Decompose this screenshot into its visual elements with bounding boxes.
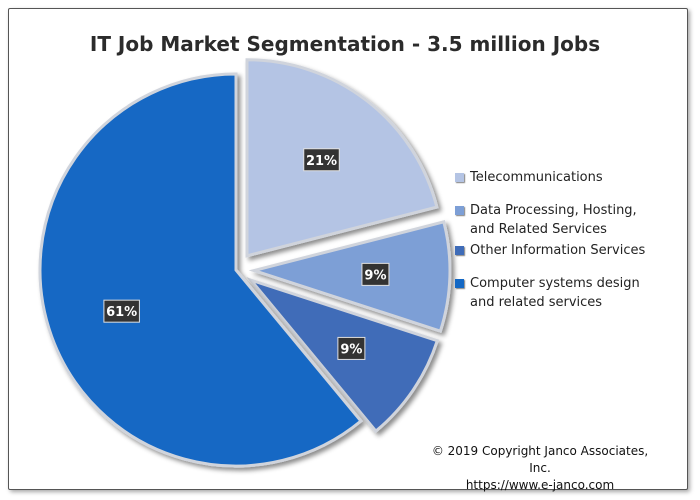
pie-slice-telecommunications [245,58,439,258]
legend: Telecommunications Data Processing, Host… [455,168,687,312]
legend-swatch-other-information [455,246,464,255]
legend-swatch-data-processing [455,206,464,215]
data-label-telecommunications: 21% [306,154,337,169]
legend-swatch-computer-systems [455,279,464,288]
data-label-box-telecommunications [303,148,340,172]
legend-swatch-telecommunications [455,173,464,182]
legend-item-telecommunications: Telecommunications [455,168,687,187]
legend-label-computer-systems: Computer systems design and related serv… [470,276,640,310]
legend-item-other-information: Other Information Services [455,241,687,260]
data-label-box-computer-systems-design-and-re [103,299,140,323]
data-label-box-other-information-services [337,336,366,360]
legend-item-computer-systems: Computer systems design and related serv… [455,274,687,312]
pie-slice-computer-systems-design-and-re [38,72,364,468]
legend-label-telecommunications: Telecommunications [470,170,603,185]
copyright-text: © 2019 Copyright Janco Associates, Inc. [431,444,649,475]
data-label-box-data-processing-hosting-and-re [361,262,390,286]
data-label-data-processing-hosting-and-re: 9% [364,268,386,283]
data-label-other-information-services: 9% [340,342,362,357]
chart-title: IT Job Market Segmentation - 3.5 million… [89,32,601,56]
legend-label-data-processing: Data Processing, Hosting, and Related Se… [470,203,637,237]
legend-item-data-processing: Data Processing, Hosting, and Related Se… [455,201,687,239]
pie-slice-data-processing-hosting-and-re [248,219,452,334]
legend-label-other-information: Other Information Services [470,243,646,258]
copyright-url: https://www.e-janco.com [465,478,615,492]
data-label-computer-systems-design-and-re: 61% [106,305,137,320]
copyright-notice: © 2019 Copyright Janco Associates, Inc. … [420,443,660,494]
